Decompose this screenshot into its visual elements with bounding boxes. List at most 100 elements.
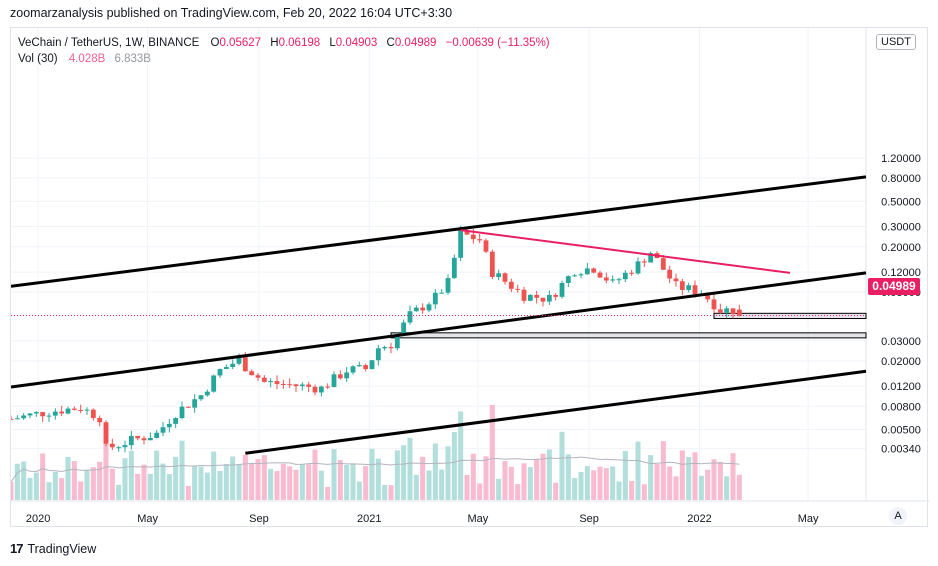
volume-bar <box>426 470 432 500</box>
candle-body <box>97 418 103 423</box>
candle-body <box>65 408 71 414</box>
candle-body <box>217 369 223 376</box>
volume-bar <box>192 465 198 500</box>
volume-bar <box>280 463 286 500</box>
volume-bar <box>432 443 438 500</box>
candle-body <box>116 447 122 449</box>
candle-body <box>173 418 179 424</box>
close-value: 0.04989 <box>394 37 437 49</box>
candle-body <box>179 406 185 419</box>
volume-ma-line <box>11 456 740 483</box>
volume-bar <box>673 476 679 500</box>
high-key: H <box>270 37 279 49</box>
candle-body <box>420 307 426 311</box>
candle-body <box>166 423 172 428</box>
volume-bar <box>78 481 84 500</box>
volume-bar <box>477 483 483 500</box>
auto-scale-button[interactable]: A <box>889 507 907 525</box>
volume-bar <box>502 461 508 500</box>
candle-body <box>717 309 723 313</box>
volume-bar <box>705 469 711 500</box>
volume-bar <box>717 461 723 500</box>
footer-branding: 17 TradingView <box>10 541 96 556</box>
volume-bar <box>84 469 90 500</box>
brand-name: TradingView <box>27 541 97 556</box>
candle-body <box>559 282 565 297</box>
currency-button[interactable]: USDT <box>876 34 916 50</box>
volume-bar <box>299 464 305 500</box>
resistance-line <box>460 229 791 274</box>
candle-body <box>591 268 597 273</box>
candle-body <box>375 348 381 361</box>
time-tick-label: Sep <box>249 513 269 525</box>
price-tick-label: 0.02000 <box>881 356 921 368</box>
candle-body <box>90 409 96 419</box>
candle-body <box>464 230 470 235</box>
candle-body <box>673 278 679 282</box>
price-chart[interactable]: 2020 May Sep 2021 May Sep 2022 May 1.20000 0.8000… <box>11 28 929 528</box>
candle-body <box>489 251 495 277</box>
chart-area[interactable]: 2020 May Sep 2021 May Sep 2022 May 1.20000 0.8000… <box>10 27 929 528</box>
price-tick-label: 0.00340 <box>881 444 921 456</box>
candle-body <box>27 413 33 416</box>
volume-bar <box>407 437 413 500</box>
volume-ma-value: 6.833B <box>114 53 151 65</box>
volume-bar <box>331 449 337 500</box>
price-tick-label: 0.12000 <box>881 267 921 279</box>
candle-body <box>597 272 603 278</box>
volume-bar <box>578 471 584 500</box>
volume-bar <box>420 456 426 500</box>
change-value: −0.00639 (−11.35%) <box>445 37 550 49</box>
price-tick-label: 0.00500 <box>881 425 921 437</box>
publish-info: zoomarzanalysis published on TradingView… <box>10 6 453 20</box>
volume-bar <box>154 450 160 500</box>
candle-body <box>578 274 584 276</box>
volume-bar <box>97 461 103 500</box>
volume-bar <box>198 466 204 500</box>
volume-bar <box>413 474 419 500</box>
candle-body <box>46 415 52 417</box>
candle-body <box>59 411 65 414</box>
volume-bar <box>185 485 191 500</box>
price-tick-label: 0.20000 <box>881 242 921 254</box>
candle-body <box>274 381 280 384</box>
candle-body <box>388 347 394 349</box>
price-tick-label: 0.00800 <box>881 401 921 413</box>
volume-bar <box>27 477 33 500</box>
volume-bar <box>65 456 71 500</box>
candle-body <box>641 261 647 263</box>
volume-bar <box>635 441 641 500</box>
price-tick-label: 0.80000 <box>881 173 921 185</box>
volume-value: 4.028B <box>68 53 106 65</box>
candle-body <box>439 292 445 294</box>
candle-body <box>344 372 350 379</box>
symbol-label[interactable]: VeChain / TetherUS, 1W, BINANCE <box>18 37 200 49</box>
volume-label[interactable]: Vol (30) <box>18 53 58 65</box>
volume-bar <box>540 453 546 500</box>
support-zone <box>713 312 867 320</box>
candle-body <box>128 435 134 446</box>
time-tick-label: 2022 <box>687 513 711 525</box>
volume-bar <box>52 471 58 500</box>
volume-bar <box>654 464 660 500</box>
candle-body <box>546 294 552 302</box>
candle-body <box>211 375 217 392</box>
candle-body <box>540 297 546 302</box>
candle-body <box>622 272 628 280</box>
volume-bar <box>458 411 464 500</box>
volume-bar <box>698 475 704 500</box>
volume-bar <box>46 482 52 500</box>
candle-body <box>14 418 20 420</box>
candle-body <box>394 334 400 349</box>
open-value: 0.05627 <box>219 37 262 49</box>
volume-bar <box>401 445 407 500</box>
candle-body <box>667 269 673 279</box>
volume-bar <box>350 463 356 500</box>
volume-bar <box>160 463 166 500</box>
time-tick-label: May <box>467 513 488 525</box>
volume-bar <box>451 431 457 500</box>
volume-bar <box>394 450 400 500</box>
volume-bar <box>736 474 742 500</box>
candle-body <box>337 374 343 379</box>
candle-body <box>584 268 590 275</box>
